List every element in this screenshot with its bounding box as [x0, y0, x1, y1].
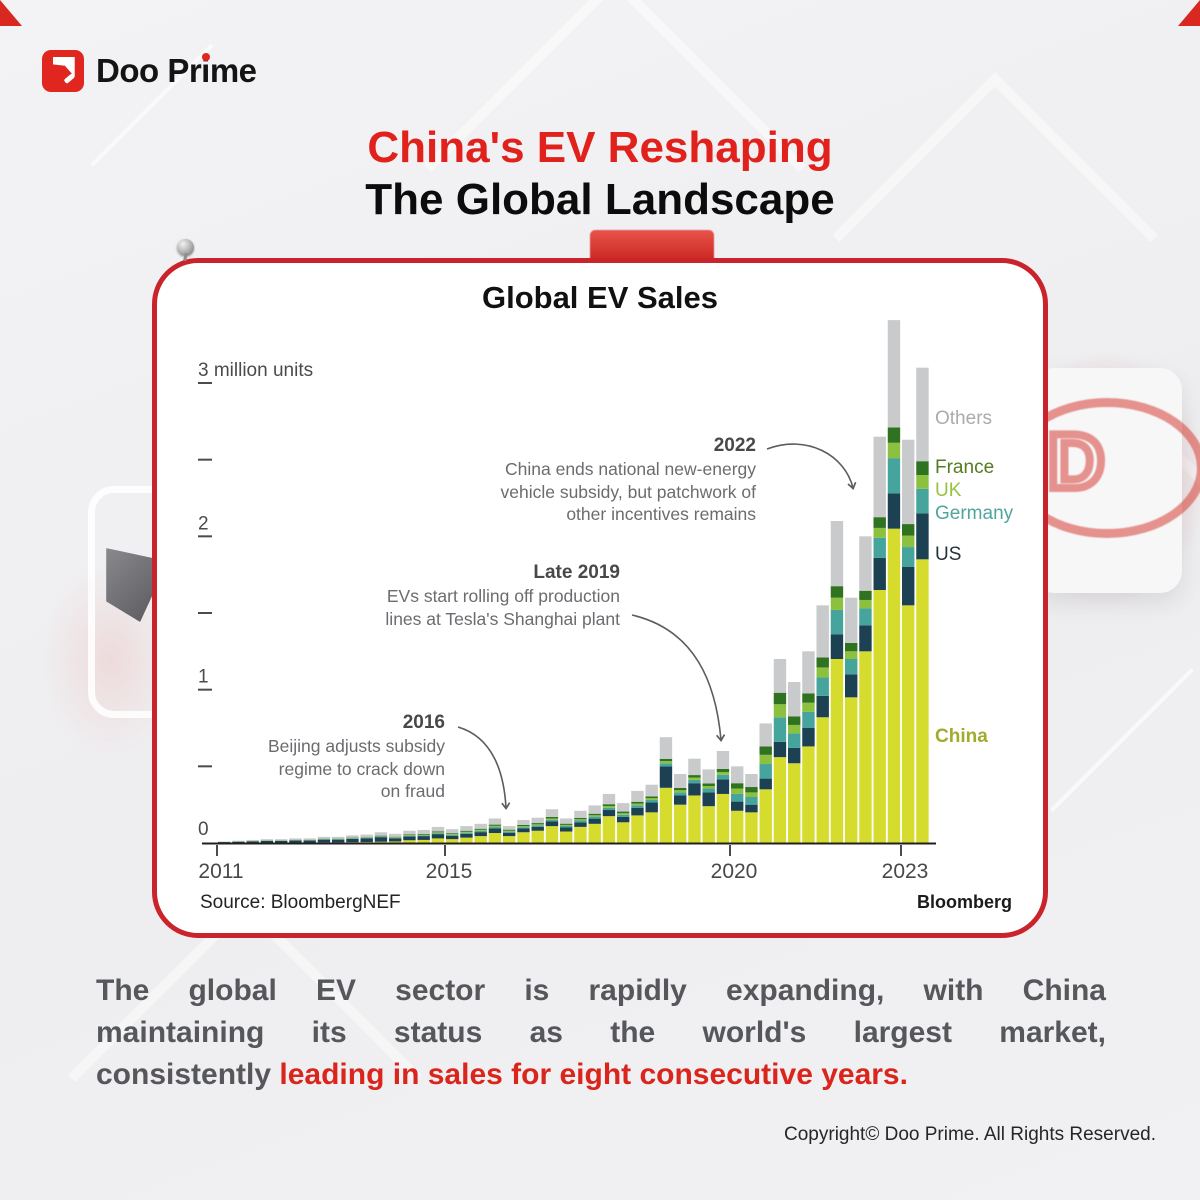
annotation-year: 2022 [713, 435, 756, 456]
chart-axes: 0 1 2 3 million units 2011 2015 2020 2023 [198, 360, 936, 883]
annotation-line: regime to crack down [278, 758, 445, 779]
brand-name-part: Doo Pr [96, 52, 202, 89]
corner-accent-right [1178, 0, 1200, 26]
brand-logo: Doo Pri me [42, 50, 257, 92]
summary-line1: The global EV sector is rapidly expandin… [96, 974, 1106, 1007]
chart-layer: Global EV Sales 0 1 2 3 million units 2011 20… [152, 258, 1048, 938]
svg-text:2011: 2011 [198, 860, 243, 883]
legend-germany: Germany [935, 503, 1014, 524]
annotation-line: lines at Tesla's Shanghai plant [385, 608, 620, 629]
brand-name-i: i [201, 52, 210, 89]
svg-text:0: 0 [198, 819, 209, 840]
summary-line3-gray: consistently [96, 1058, 280, 1091]
svg-text:1: 1 [198, 667, 209, 688]
annotation-line: vehicle subsidy, but patchwork of [500, 481, 756, 502]
chart-title: Global EV Sales [481, 280, 719, 315]
brand-i-dot [201, 53, 210, 61]
logo-tick-shape [63, 73, 76, 85]
legend-others: Others [935, 408, 993, 429]
annotation-arrow-late-2019 [631, 614, 721, 740]
bg-diagonal-line [1049, 667, 1195, 813]
annotation-arrow-2022 [766, 443, 853, 488]
annotation-line: other incentives remains [566, 504, 756, 524]
annotation-2022: 2022 China ends national new-energy vehi… [426, 434, 756, 526]
annotation-line: on fraud [380, 781, 445, 801]
brand-name-part: me [209, 52, 257, 89]
svg-text:2020: 2020 [711, 860, 758, 883]
summary-line3: consistently leading in sales for eight … [96, 1054, 1106, 1096]
seal-d-letter: D [1044, 413, 1108, 509]
doo-prime-logo-icon [42, 50, 84, 92]
chart-card: Global EV Sales 0 1 2 3 million units 2011 20… [152, 258, 1048, 938]
annotation-year: 2016 [402, 712, 445, 733]
annotation-line: EVs start rolling off production [386, 586, 620, 606]
svg-text:2015: 2015 [426, 860, 473, 883]
svg-text:2023: 2023 [882, 860, 929, 883]
ev-sales-chart: 0 1 2 3 million units 2011 2015 2020 2023 [198, 320, 936, 883]
annotation-late-2019: Late 2019 EVs start rolling off producti… [290, 561, 620, 630]
page-title: China's EV Reshaping The Global Landscap… [0, 122, 1200, 226]
annotation-line: Beijing adjusts subsidy [267, 736, 445, 756]
stacked-bars [218, 320, 929, 843]
annotation-2016: 2016 Beijing adjusts subsidy regime to c… [115, 711, 445, 803]
bloomberg-logo: Bloomberg [916, 892, 1012, 912]
pushpin-decoration [177, 239, 194, 256]
page-title-line1: China's EV Reshaping [367, 123, 833, 172]
legend-us: US [935, 544, 962, 565]
page-title-line2: The Global Landscape [365, 175, 835, 224]
summary-paragraph: The global EV sector is rapidly expandin… [96, 970, 1106, 1096]
annotation-line: China ends national new-energy [505, 459, 756, 479]
brand-name: Doo Pri me [96, 52, 257, 90]
svg-text:2: 2 [198, 513, 209, 534]
legend-china: China [935, 726, 988, 747]
seal-card-shape [1032, 368, 1182, 593]
summary-line2: maintaining its status as the world's la… [96, 1016, 1106, 1049]
source-row: Source: BloombergNEF Bloomberg [200, 892, 1012, 914]
source-label: Source: BloombergNEF [200, 892, 401, 913]
summary-highlight: leading in sales for eight consecutive y… [279, 1058, 908, 1091]
svg-text:3 million units: 3 million units [198, 360, 313, 381]
legend-uk: UK [935, 480, 962, 501]
annotation-year: Late 2019 [533, 562, 620, 583]
legend-france: France [935, 457, 995, 478]
annotation-arrow-2016 [457, 726, 506, 808]
copyright-notice: Copyright© Doo Prime. All Rights Reserve… [784, 1124, 1156, 1145]
corner-accent-left [0, 0, 22, 26]
